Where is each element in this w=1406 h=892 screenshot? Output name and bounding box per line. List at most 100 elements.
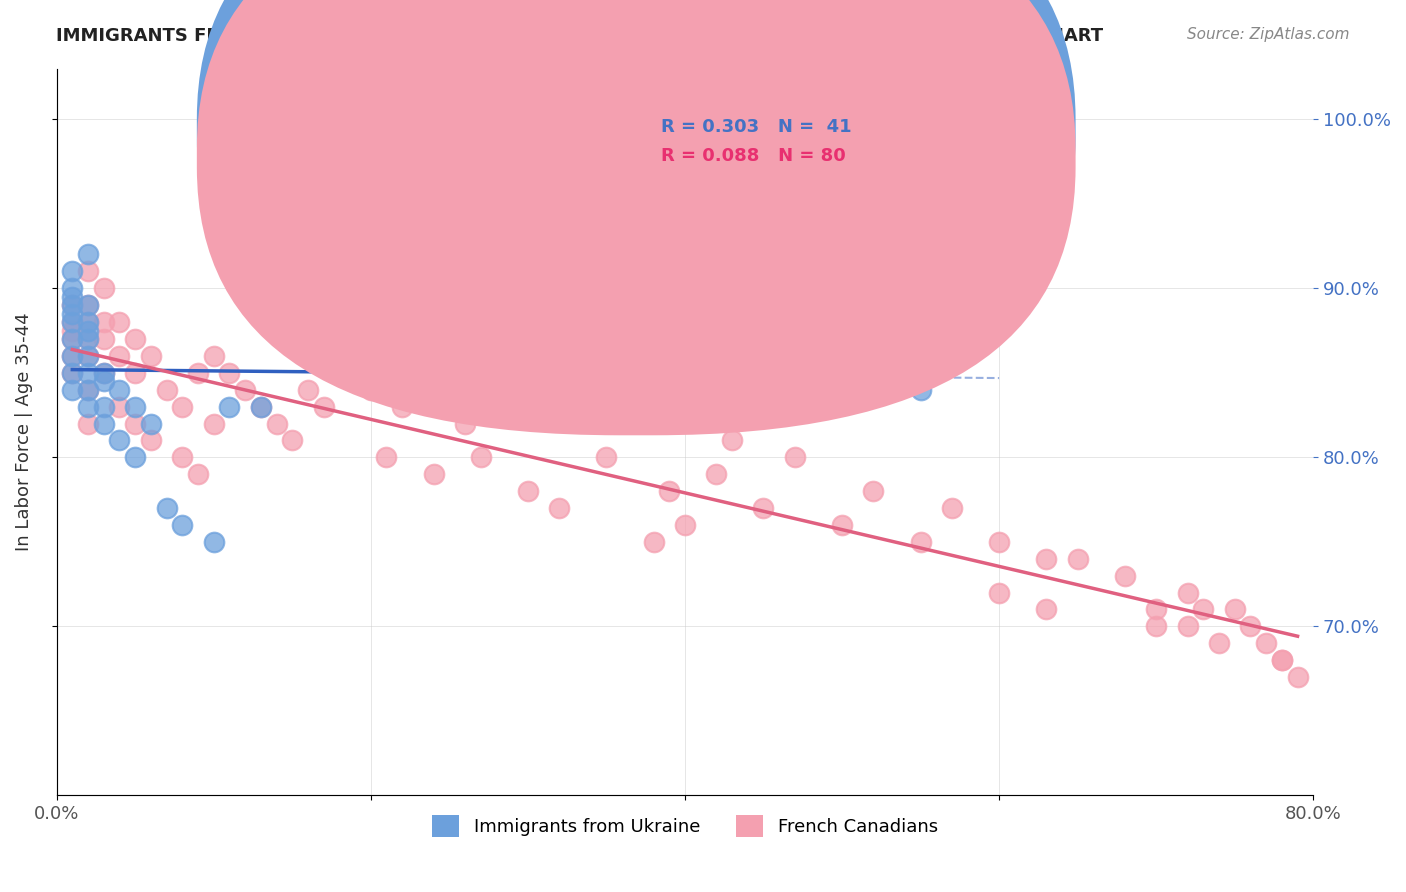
Point: [422, 467, 444, 482]
Point: [1035, 602, 1057, 616]
Point: [187, 366, 209, 380]
Point: [1066, 551, 1088, 566]
Point: [673, 517, 696, 532]
Point: [658, 484, 681, 499]
Point: [124, 417, 146, 431]
Text: R = 0.303   N =  41: R = 0.303 N = 41: [661, 118, 852, 136]
Point: [108, 315, 131, 329]
Point: [218, 366, 240, 380]
Point: [77, 247, 100, 261]
Point: [60, 366, 83, 380]
Point: [470, 450, 492, 465]
Point: [941, 501, 963, 516]
Point: [108, 400, 131, 414]
Point: [77, 264, 100, 278]
Point: [60, 298, 83, 312]
Point: [77, 366, 100, 380]
Point: [375, 349, 398, 363]
Point: [93, 281, 115, 295]
Point: [60, 366, 83, 380]
Text: ZIPatlas: ZIPatlas: [686, 208, 986, 278]
Point: [77, 315, 100, 329]
Point: [155, 501, 177, 516]
Point: [1144, 619, 1167, 633]
Point: [77, 417, 100, 431]
Point: [328, 366, 350, 380]
Point: [77, 324, 100, 338]
Text: IMMIGRANTS FROM UKRAINE VS FRENCH CANADIAN IN LABOR FORCE | AGE 35-44 CORRELATIO: IMMIGRANTS FROM UKRAINE VS FRENCH CANADI…: [56, 27, 1104, 45]
Point: [77, 400, 100, 414]
Point: [250, 400, 273, 414]
Point: [93, 315, 115, 329]
Point: [501, 383, 523, 397]
Point: [187, 467, 209, 482]
Point: [60, 315, 83, 329]
Point: [783, 450, 806, 465]
Point: [172, 400, 194, 414]
Point: [800, 247, 823, 261]
Legend: Immigrants from Ukraine, French Canadians: Immigrants from Ukraine, French Canadian…: [425, 808, 945, 845]
Point: [60, 281, 83, 295]
Point: [548, 501, 571, 516]
Point: [77, 298, 100, 312]
Point: [360, 383, 382, 397]
Point: [77, 383, 100, 397]
Text: Source: ZipAtlas.com: Source: ZipAtlas.com: [1187, 27, 1350, 42]
Point: [1114, 568, 1136, 582]
Point: [1144, 602, 1167, 616]
Point: [108, 349, 131, 363]
Point: [281, 213, 304, 227]
Point: [172, 450, 194, 465]
Point: [124, 332, 146, 346]
Point: [155, 383, 177, 397]
Point: [60, 298, 83, 312]
Point: [988, 534, 1011, 549]
Point: [77, 349, 100, 363]
Point: [250, 400, 273, 414]
Point: [60, 315, 83, 329]
Point: [643, 534, 665, 549]
Point: [1271, 653, 1294, 667]
Point: [218, 400, 240, 414]
Point: [516, 400, 538, 414]
Point: [266, 417, 288, 431]
Point: [60, 307, 83, 321]
Point: [1035, 551, 1057, 566]
Point: [202, 534, 225, 549]
Point: [77, 315, 100, 329]
Point: [281, 434, 304, 448]
Point: [988, 585, 1011, 599]
Point: [233, 383, 256, 397]
Point: [1177, 585, 1199, 599]
Point: [391, 400, 413, 414]
Point: [139, 349, 162, 363]
Point: [1223, 602, 1246, 616]
Point: [60, 264, 83, 278]
Point: [297, 383, 319, 397]
Point: [1271, 653, 1294, 667]
Point: [93, 374, 115, 388]
Point: [706, 467, 728, 482]
Point: [77, 332, 100, 346]
Point: [721, 434, 744, 448]
Point: [139, 417, 162, 431]
Point: [1239, 619, 1261, 633]
Point: [93, 417, 115, 431]
Point: [108, 383, 131, 397]
Point: [910, 534, 932, 549]
Point: [202, 349, 225, 363]
Point: [375, 450, 398, 465]
Point: [60, 349, 83, 363]
Point: [1208, 636, 1230, 650]
Point: [60, 324, 83, 338]
Point: [93, 332, 115, 346]
Point: [124, 366, 146, 380]
Point: [124, 450, 146, 465]
Point: [202, 417, 225, 431]
Text: R = 0.088   N = 80: R = 0.088 N = 80: [661, 147, 845, 165]
Point: [1286, 670, 1309, 684]
Point: [60, 349, 83, 363]
Point: [93, 366, 115, 380]
Point: [77, 383, 100, 397]
Point: [312, 349, 335, 363]
